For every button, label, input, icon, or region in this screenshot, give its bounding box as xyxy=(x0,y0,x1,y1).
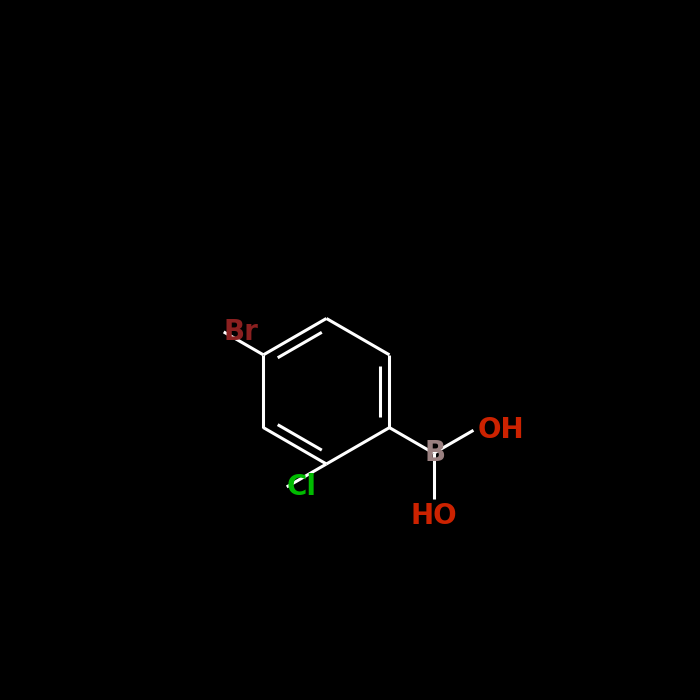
Text: Br: Br xyxy=(224,318,258,346)
Text: OH: OH xyxy=(478,416,524,444)
Text: B: B xyxy=(425,439,446,467)
Text: HO: HO xyxy=(410,502,457,530)
Text: Cl: Cl xyxy=(287,473,316,501)
